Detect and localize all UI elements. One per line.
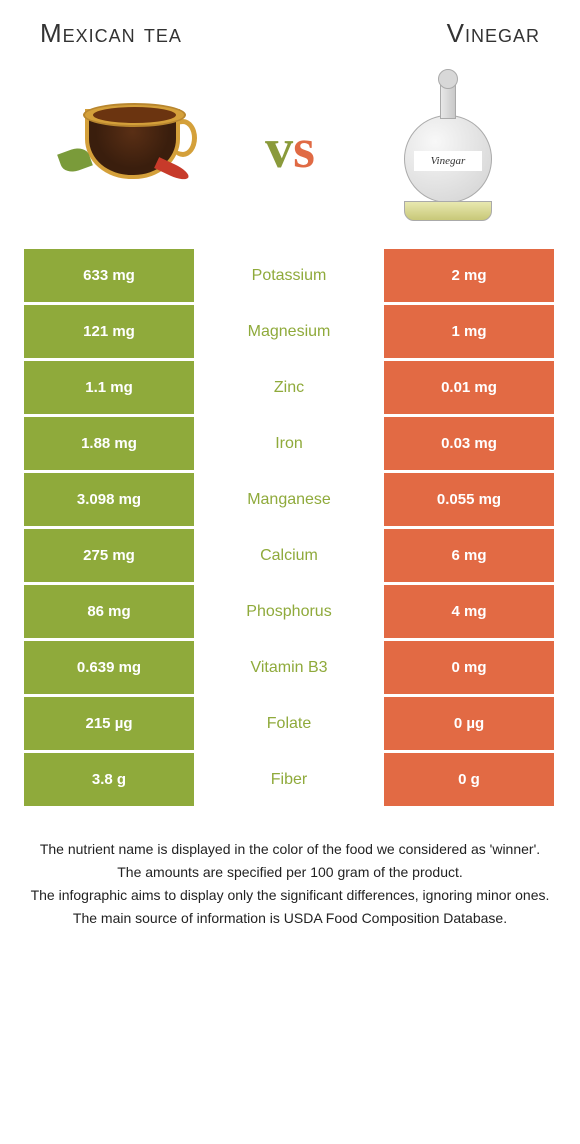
left-value-cell: 1.1 mg <box>24 361 194 414</box>
vs-s: s <box>293 118 315 180</box>
right-value-cell: 0.055 mg <box>384 473 554 526</box>
left-value-cell: 275 mg <box>24 529 194 582</box>
footer-line: The infographic aims to display only the… <box>30 885 550 906</box>
nutrient-table: 633 mgPotassium2 mg121 mgMagnesium1 mg1.… <box>24 249 556 809</box>
table-row: 3.098 mgManganese0.055 mg <box>24 473 556 529</box>
right-value-cell: 0 g <box>384 753 554 806</box>
left-value-cell: 633 mg <box>24 249 194 302</box>
left-value-cell: 0.639 mg <box>24 641 194 694</box>
nutrient-label-cell: Folate <box>194 697 384 750</box>
table-row: 86 mgPhosphorus4 mg <box>24 585 556 641</box>
right-value-cell: 2 mg <box>384 249 554 302</box>
teacup-icon <box>65 89 205 209</box>
images-row: vs Vinegar <box>0 59 580 249</box>
left-value-cell: 1.88 mg <box>24 417 194 470</box>
table-row: 275 mgCalcium6 mg <box>24 529 556 585</box>
right-food-title: Vinegar <box>447 18 540 49</box>
footer-line: The nutrient name is displayed in the co… <box>30 839 550 860</box>
footer-notes: The nutrient name is displayed in the co… <box>30 839 550 929</box>
left-value-cell: 86 mg <box>24 585 194 638</box>
table-row: 0.639 mgVitamin B30 mg <box>24 641 556 697</box>
header: Mexican tea Vinegar <box>0 0 580 59</box>
vs-label: vs <box>265 117 315 181</box>
mexican-tea-image <box>55 74 215 224</box>
right-value-cell: 0 mg <box>384 641 554 694</box>
right-value-cell: 0.03 mg <box>384 417 554 470</box>
left-value-cell: 121 mg <box>24 305 194 358</box>
nutrient-label-cell: Fiber <box>194 753 384 806</box>
left-value-cell: 215 µg <box>24 697 194 750</box>
vs-v: v <box>265 118 293 180</box>
right-value-cell: 0 µg <box>384 697 554 750</box>
footer-line: The main source of information is USDA F… <box>30 908 550 929</box>
left-food-title: Mexican tea <box>40 18 182 49</box>
right-value-cell: 0.01 mg <box>384 361 554 414</box>
nutrient-label-cell: Potassium <box>194 249 384 302</box>
table-row: 3.8 gFiber0 g <box>24 753 556 809</box>
bottle-label: Vinegar <box>414 151 482 171</box>
left-value-cell: 3.8 g <box>24 753 194 806</box>
nutrient-label-cell: Iron <box>194 417 384 470</box>
right-value-cell: 6 mg <box>384 529 554 582</box>
right-value-cell: 1 mg <box>384 305 554 358</box>
nutrient-label-cell: Vitamin B3 <box>194 641 384 694</box>
nutrient-label-cell: Calcium <box>194 529 384 582</box>
left-value-cell: 3.098 mg <box>24 473 194 526</box>
right-value-cell: 4 mg <box>384 585 554 638</box>
footer-line: The amounts are specified per 100 gram o… <box>30 862 550 883</box>
nutrient-label-cell: Magnesium <box>194 305 384 358</box>
vinegar-bottle-icon: Vinegar <box>390 69 500 229</box>
table-row: 633 mgPotassium2 mg <box>24 249 556 305</box>
table-row: 121 mgMagnesium1 mg <box>24 305 556 361</box>
table-row: 1.88 mgIron0.03 mg <box>24 417 556 473</box>
table-row: 215 µgFolate0 µg <box>24 697 556 753</box>
nutrient-label-cell: Manganese <box>194 473 384 526</box>
vinegar-image: Vinegar <box>365 74 525 224</box>
nutrient-label-cell: Zinc <box>194 361 384 414</box>
nutrient-label-cell: Phosphorus <box>194 585 384 638</box>
table-row: 1.1 mgZinc0.01 mg <box>24 361 556 417</box>
